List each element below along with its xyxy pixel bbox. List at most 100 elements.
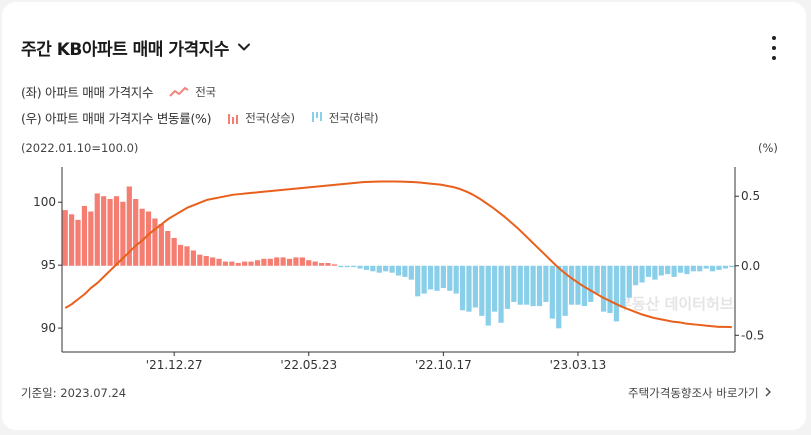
bar [440,265,446,289]
bar [229,261,235,266]
bar [453,265,459,294]
bar [459,265,466,311]
left-tick-label: 100 [33,195,56,209]
bar [126,186,132,266]
bar [485,265,491,326]
legend-down-label: 전국(하락) [328,110,379,125]
bar [101,196,107,266]
x-tick-label: '21.12.27 [146,358,203,372]
watermark: 부동산 데이터허브 [618,295,734,313]
bar [210,257,216,266]
line-swatch-icon [169,86,189,97]
bar [633,265,639,286]
detail-link[interactable]: 주택가격동향조사 바로가기 [628,385,772,401]
x-tick-label: '22.05.23 [280,358,337,372]
bar [607,265,613,314]
bar [190,250,196,266]
bar [145,211,152,266]
bars-group [62,186,735,329]
legend-line-label: 전국 [195,84,216,99]
bar [498,265,504,323]
bar [562,265,568,316]
bar [171,237,177,266]
line-group [64,180,732,329]
bar [267,258,273,266]
bar [331,264,338,266]
bar [517,265,523,305]
bar [216,258,222,266]
bar [613,265,620,322]
bar [427,265,434,290]
bar [729,265,735,268]
bar [479,265,485,316]
bar [197,254,203,266]
legend-line: 전국 [169,84,216,100]
bar [511,265,517,302]
legend-down: 전국(하락) [311,110,379,126]
line-series [64,180,732,329]
right-axis-label: (우) 아파트 매매 가격지수 변동률(%) [21,111,212,126]
axes-group: 90 95 100 -0.5 0.0 0.5 '21.12.27 '22.05.23 '22.1… [33,167,764,372]
up-bar-swatch-icon [228,113,239,124]
bar [389,265,395,273]
legend-up-label: 전국(상승) [245,110,295,125]
bar [177,244,184,266]
bar [504,265,511,309]
bar [139,208,145,266]
bar [69,214,75,266]
bar [94,193,100,266]
chart-title: 주간 KB아파트 매매 가격지수 [21,39,229,60]
bar [677,265,684,273]
bar [658,265,664,276]
bar [235,262,241,266]
watermark-text: 부동산 데이터허브 [618,295,734,313]
bar [184,246,190,266]
chart-card: 주간 KB아파트 매매 가격지수 (좌) 아파트 매매 가격지수 전국 (우) … [2,2,806,430]
bar [120,201,126,266]
bar [415,265,421,297]
bar [286,258,293,266]
bar [601,265,607,312]
bar [248,261,254,266]
bar [370,265,376,272]
bar [652,265,658,280]
bar [568,265,575,305]
bar [709,265,716,272]
bar [588,265,594,302]
bar [344,265,350,268]
bar [312,261,318,266]
chevron-down-icon[interactable] [237,40,251,54]
bar [133,198,139,266]
bar [594,265,600,294]
bar [395,265,402,276]
bar [75,219,81,266]
bar [447,265,453,291]
bar [690,265,696,272]
bar [466,265,472,312]
more-options-icon[interactable] [770,36,778,60]
bar [152,218,158,266]
bar [536,265,543,307]
bar [351,265,357,268]
title-row[interactable]: 주간 KB아파트 매매 가격지수 [21,32,251,62]
bar [492,265,498,312]
bar [62,210,68,266]
bar [626,265,632,298]
bar [684,265,690,275]
bar [338,265,344,268]
bar [472,265,479,308]
bar [306,260,312,266]
legend-row-left: (좌) 아파트 매매 가격지수 전국 [21,82,216,101]
bar [697,265,703,272]
bar [716,265,722,270]
bar [165,230,171,266]
bar [242,261,248,266]
right-tick-label: 0.5 [741,189,760,203]
x-tick-label: '23.03.13 [550,358,607,372]
bar [318,262,325,266]
right-tick-label: 0.0 [741,259,760,273]
unit-note: (%) [758,141,778,155]
bar [639,265,645,283]
x-tick-label: '22.10.17 [415,358,472,372]
bar [575,265,581,305]
